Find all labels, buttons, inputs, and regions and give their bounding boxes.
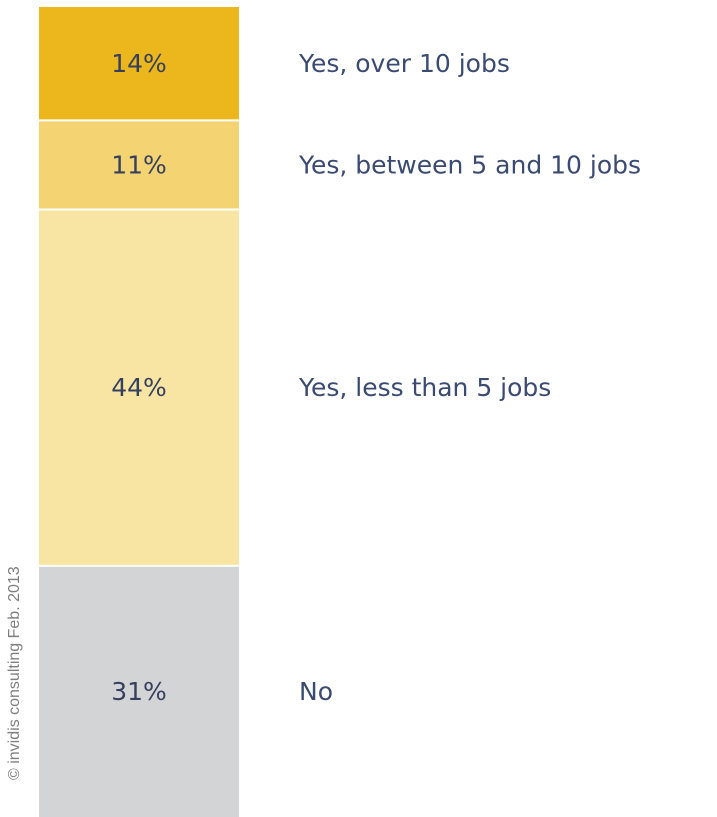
- segment-group: 44% Yes, less than 5 jobs: [39, 208, 551, 566]
- bar-segment: [39, 7, 239, 121]
- category-label: Yes, over 10 jobs: [298, 49, 510, 78]
- category-label: Yes, less than 5 jobs: [298, 373, 551, 402]
- data-label: 14%: [111, 49, 167, 78]
- data-label: 31%: [111, 677, 167, 706]
- category-label: Yes, between 5 and 10 jobs: [298, 150, 641, 179]
- data-label: 44%: [111, 373, 167, 402]
- bar-segment: [39, 209, 239, 566]
- data-label: 11%: [111, 150, 167, 179]
- segment-group: 14% Yes, over 10 jobs: [39, 7, 510, 121]
- copyright-credit: © invidis consulting Feb. 2013: [6, 566, 23, 780]
- segment-group: 31% No: [39, 564, 333, 817]
- segment-group: 11% Yes, between 5 and 10 jobs: [39, 119, 641, 210]
- bar-segment: [39, 565, 239, 817]
- bar-segment: [39, 120, 239, 210]
- category-label: No: [299, 677, 333, 706]
